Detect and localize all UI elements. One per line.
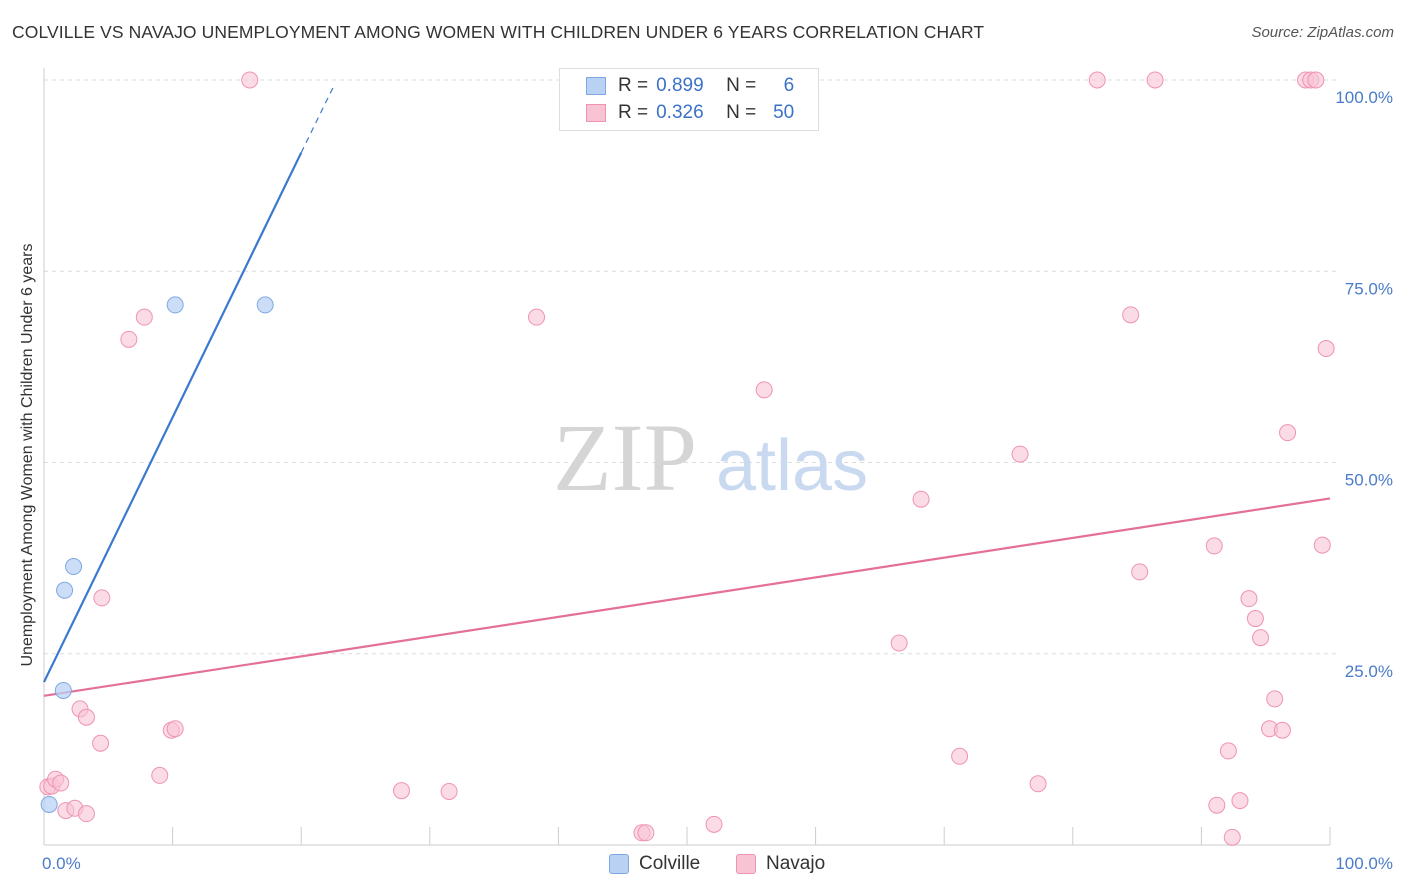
navajo-point [393,782,411,800]
watermark-atlas: atlas [716,426,868,506]
colville-point [54,681,72,699]
navajo-point [120,330,138,348]
x-tick-label: 100.0% [1335,854,1393,873]
colville-trend-line [43,152,303,683]
stats-row-colville: R = 0.899 N = 6 [586,73,794,99]
legend-item-navajo[interactable]: Navajo [736,853,825,875]
legend-label-navajo: Navajo [766,853,826,874]
navajo-point [440,782,458,800]
navajo-point [241,71,259,89]
n-value: 6 [783,75,795,96]
navajo-point [1246,610,1264,628]
navajo-legend-swatch [736,854,756,874]
navajo-point [77,708,95,726]
navajo-point [1313,536,1331,554]
navajo-point [890,634,908,652]
navajo-trend-line [43,497,1331,697]
navajo-point [1011,445,1029,463]
navajo-point [528,308,546,326]
navajo-point [637,824,655,842]
y-tick-label: 25.0% [1345,662,1393,681]
navajo-point [1266,690,1284,708]
navajo-point [1307,71,1325,89]
bottom-legend: Colville Navajo [0,851,1406,877]
colville-trend-extension [300,86,334,153]
navajo-point [135,308,153,326]
navajo-point [1279,424,1297,442]
navajo-point [755,381,773,399]
navajo-point [1317,340,1335,358]
navajo-point [1223,828,1241,846]
colville-swatch [586,77,606,95]
points-layer [39,71,1335,846]
tick-label-layer: 25.0% 50.0% 75.0% 100.0% 0.0% 100.0% [42,88,1393,873]
watermark-zip: ZIP [553,404,697,511]
navajo-point [52,774,70,792]
n-label: N = [726,75,757,96]
navajo-point [1240,590,1258,608]
navajo-point [151,766,169,784]
legend-item-colville[interactable]: Colville [609,853,700,875]
navajo-point [1122,306,1140,324]
colville-legend-swatch [609,854,629,874]
colville-point [56,581,74,599]
chart-title: COLVILLE VS NAVAJO UNEMPLOYMENT AMONG WO… [12,22,985,42]
navajo-point [1219,742,1237,760]
navajo-point [92,734,110,752]
r-value: 0.899 [656,75,704,96]
navajo-point [1273,721,1291,739]
navajo-point [93,589,111,607]
navajo-point [1146,71,1164,89]
navajo-point [705,815,723,833]
trend-layer [43,86,1331,697]
navajo-point [1088,71,1106,89]
axis-layer [43,68,1331,846]
n-value: 50 [773,102,795,123]
navajo-point [1231,792,1249,810]
navajo-point [951,747,969,765]
colville-point [65,558,83,576]
n-label: N = [726,102,757,123]
navajo-point [1205,537,1223,555]
r-label: R = [618,75,649,96]
x-tick-label: 0.0% [42,854,81,873]
colville-point [256,296,274,314]
navajo-point [1029,775,1047,793]
stats-row-navajo: R = 0.326 N = 50 [586,100,794,126]
colville-point [40,795,58,813]
r-label: R = [618,102,649,123]
navajo-swatch [586,104,606,122]
colville-point [166,296,184,314]
r-value: 0.326 [656,102,704,123]
legend-label-colville: Colville [639,853,701,874]
y-tick-label: 75.0% [1345,279,1393,298]
navajo-point [1252,629,1270,647]
y-tick-label: 100.0% [1335,88,1393,107]
navajo-point [77,805,95,823]
navajo-point [1208,796,1226,814]
navajo-point [912,490,930,508]
y-tick-label: 50.0% [1345,471,1393,490]
source-label: Source: ZipAtlas.com [1251,24,1394,41]
navajo-point [1131,563,1149,581]
navajo-point [166,720,184,738]
stats-legend-box: R = 0.899 N = 6 R = 0.326 N = 50 [559,68,819,131]
